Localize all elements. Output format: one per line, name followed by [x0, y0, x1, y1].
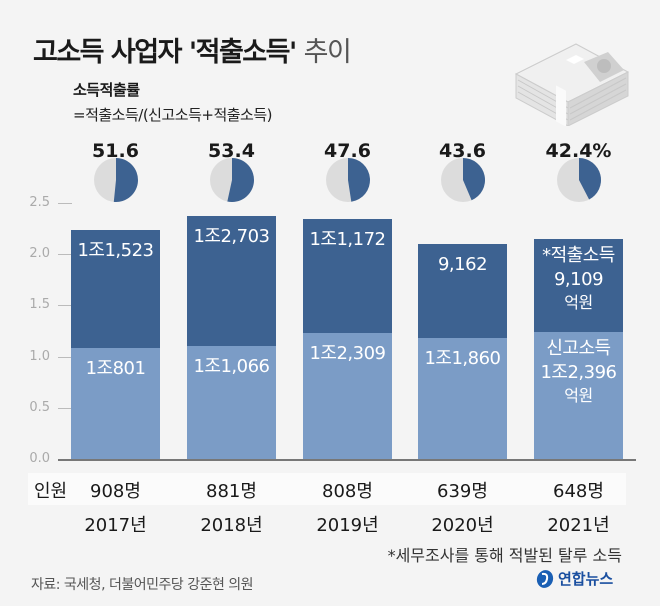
data-label-revealed: 1조2,703 [193, 225, 270, 247]
data-label-unit: 억원 [564, 386, 593, 406]
x-tick-label: 2020년 [431, 515, 494, 536]
source-text: 자료: 국세청, 더불어민주당 강준현 의원 [31, 577, 254, 593]
data-label-reported: 1조801 [85, 358, 146, 380]
count-value: 648명 [553, 481, 604, 502]
rate-pie [556, 158, 601, 202]
data-label-unit: 억원 [564, 292, 593, 312]
y-tick-label: 2.5 [29, 195, 50, 210]
x-tick-label: 2021년 [547, 515, 610, 536]
count-value: 881명 [206, 481, 257, 502]
subtitle-rate-formula: =적출소득/(신고소득+적출소득) [73, 106, 273, 124]
bar-segment-revealed: 1조1,523 [71, 230, 160, 349]
logo-text: 연합뉴스 [558, 570, 614, 588]
y-tick-mark [58, 407, 72, 409]
data-label-revealed: 9,109 [553, 268, 604, 290]
y-tick-label: 2.0 [29, 246, 50, 262]
rate-pie [440, 158, 485, 202]
count-label: 인원 [34, 481, 68, 502]
rate-pie [93, 158, 138, 202]
y-tick-mark [58, 203, 72, 204]
rate-label: 47.6 [324, 140, 371, 162]
pie-slice [226, 158, 254, 202]
bar-segment-reported: 1조1,066 [187, 345, 276, 459]
count-value: 639명 [437, 481, 488, 502]
data-label-reported: 1조2,309 [309, 342, 386, 364]
count-value: 808명 [322, 481, 373, 502]
stacked-bar: *적출소득 9,109 억원 신고소득 1조2,396 억원 [534, 238, 623, 459]
y-tick-label: 0.0 [29, 451, 50, 466]
data-label-revealed: 9,162 [437, 253, 488, 275]
bar-segment-revealed: 9,162 [418, 243, 507, 338]
money-stack-icon [514, 43, 630, 126]
count-strip [28, 473, 626, 505]
rate-pie [325, 158, 370, 202]
x-axis-line [58, 459, 636, 461]
bar-segment-revealed: *적출소득 9,109 억원 [534, 238, 623, 333]
yonhap-logo-icon [536, 569, 554, 588]
x-tick-label: 2018년 [200, 515, 263, 536]
x-tick-label: 2017년 [84, 515, 147, 536]
pie-slice [578, 158, 601, 200]
y-tick-mark [58, 356, 72, 358]
count-value: 908명 [90, 481, 141, 502]
data-label-reported: 1조1,066 [193, 355, 270, 377]
y-tick-mark [58, 254, 72, 256]
bar-segment-revealed: 1조2,703 [187, 215, 276, 346]
bar-segment-reported: 신고소득 1조2,396 억원 [534, 332, 623, 459]
data-label-revealed: 1조1,523 [77, 240, 154, 262]
pie-slice [462, 158, 485, 201]
y-tick-label: 1.0 [29, 348, 50, 364]
stacked-bar: 1조1,523 1조801 [71, 230, 160, 459]
data-label-reported: 1조2,396 [540, 362, 617, 384]
data-label-reported: 1조1,860 [424, 347, 501, 369]
title-main: 고소득 사업자 '적출소득' [33, 37, 297, 68]
rate-label: 53.4 [208, 140, 255, 162]
subtitle-rate-name: 소득적출률 [73, 81, 140, 99]
data-label-reported-title: 신고소득 [546, 338, 611, 360]
logo: 연합뉴스 [535, 568, 613, 589]
y-tick-mark [58, 305, 72, 307]
stacked-bar: 9,162 1조1,860 [418, 243, 507, 459]
stacked-bar: 1조1,172 1조2,309 [303, 218, 392, 459]
rate-pie [209, 158, 254, 202]
data-label-revealed-title: *적출소득 [542, 244, 615, 266]
bar-segment-reported: 1조801 [71, 348, 160, 459]
rate-label: 51.6 [92, 140, 139, 162]
rate-label: 42.4% [545, 140, 612, 162]
pie-slice [347, 158, 370, 202]
bar-segment-reported: 1조2,309 [303, 332, 392, 459]
x-tick-label: 2019년 [316, 515, 379, 536]
footnote: *세무조사를 통해 적발된 탈루 소득 [387, 546, 622, 565]
y-tick-label: 0.5 [29, 399, 50, 415]
pie-slice [113, 158, 138, 202]
bar-segment-revealed: 1조1,172 [303, 218, 392, 333]
title-suffix: 추이 [303, 37, 352, 68]
chart-title: 고소득 사업자 '적출소득' 추이 [33, 30, 352, 69]
y-tick-label: 1.5 [29, 297, 50, 313]
rate-label: 43.6 [439, 140, 486, 162]
data-label-revealed: 1조1,172 [309, 228, 386, 250]
stacked-bar: 1조2,703 1조1,066 [187, 215, 276, 459]
bar-segment-reported: 1조1,860 [418, 337, 507, 459]
